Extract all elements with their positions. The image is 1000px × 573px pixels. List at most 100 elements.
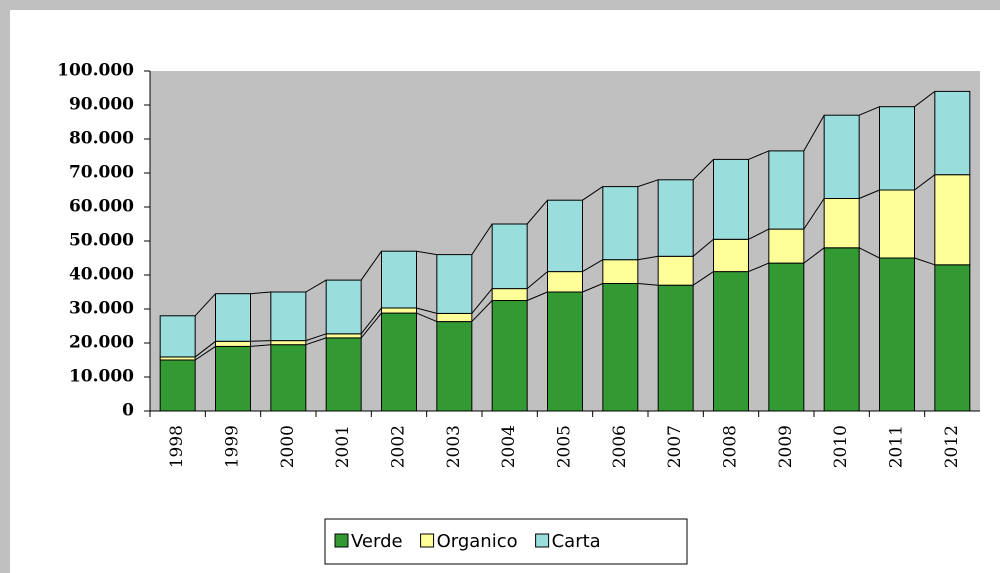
bar-segment [879,257,915,412]
bar-segment [270,344,307,412]
x-tick-label: 2006 [610,425,630,468]
bar-segment [823,198,860,249]
series-line [250,344,271,347]
series-line [692,271,714,286]
bar-segment [547,199,583,273]
bar-segment [491,223,528,290]
series-line [416,312,438,323]
bar-segment [934,174,971,266]
series-line [637,283,659,286]
bar-segment [215,345,251,412]
y-tick-label: 40.000 [69,265,134,285]
series-line [637,179,659,188]
y-tick-label: 60.000 [69,197,134,217]
x-tick-label: 2001 [333,425,353,468]
series-line [914,91,936,108]
x-tick-label: 2003 [444,425,464,468]
y-tick-label: 100.000 [57,61,134,81]
series-line [748,228,770,240]
bar-segment [491,300,528,412]
series-line [360,307,382,335]
series-line [194,340,216,358]
bar-segment [436,254,473,314]
y-tick-label: 20.000 [69,333,134,353]
bar-segment [823,247,860,412]
bar-segment [325,337,362,412]
bar-segment [657,179,694,257]
bar-segment [602,259,639,285]
bar-segment [547,271,583,293]
series-line [250,340,271,342]
series-line [194,293,216,317]
series-line [526,291,548,301]
x-tick-label: 2000 [278,425,298,468]
legend-swatch [334,533,349,548]
y-tick-label: 80.000 [69,129,134,149]
y-tick-label: 50.000 [69,231,134,251]
x-tick-label: 1998 [167,425,187,468]
bar-segment [491,288,528,302]
bar-segment [215,293,251,342]
legend-label: Verde [351,531,403,552]
series-line [692,238,714,257]
x-tick-label: 2008 [721,425,741,468]
bar-segment [159,315,196,358]
bar-segment [879,189,915,259]
x-tick-label: 2002 [389,425,409,468]
series-line [526,199,548,225]
bar-segment [768,150,805,230]
series-line [360,312,382,339]
bar-segment [713,238,749,273]
bar-segment [436,321,473,412]
legend-label: Organico [437,531,518,552]
legend-swatch [535,533,550,548]
bar-segment [768,228,805,264]
y-tick-label: 30.000 [69,299,134,319]
series-line [471,300,493,322]
bar-segment [879,106,915,191]
x-tick-label: 2012 [942,425,962,468]
bar-segment [436,312,473,323]
series-line [914,174,936,191]
bar-segment [657,284,694,412]
bar-segment [215,340,251,347]
x-tick-label: 2005 [555,425,575,468]
bar-segment [934,264,971,412]
bar-segment [547,291,583,412]
x-tick-label: 2007 [665,425,685,468]
series-line [582,186,604,201]
series-line [858,106,880,116]
series-line [582,283,604,293]
series-line [692,159,714,181]
legend-swatch [420,533,435,548]
legend-label: Carta [552,531,601,552]
y-tick-label: 0 [122,401,134,421]
series-line [471,288,493,314]
series-line [194,345,216,361]
bar-segment [602,186,639,261]
legend-box [324,518,688,565]
bar-segment [381,250,417,309]
series-line [914,257,935,266]
bar-segment [602,283,639,412]
x-tick-label: 1999 [223,425,243,468]
series-line [305,337,327,346]
series-line [803,198,825,230]
series-line [748,150,770,160]
series-line [416,250,437,256]
bar-segment [159,359,196,412]
bar-segment [325,279,362,335]
bar-segment [270,340,307,346]
series-line [360,250,382,281]
bar-segment [325,333,362,339]
bar-segment [934,90,971,176]
x-tick-label: 2009 [776,425,796,468]
series-line [858,247,880,259]
y-tick-label: 90.000 [69,95,134,115]
y-tick-label: 10.000 [69,367,134,387]
bar-segment [713,271,749,412]
bar-segment [768,262,805,412]
bar-segment [381,307,417,314]
y-tick-label: 70.000 [69,163,134,183]
